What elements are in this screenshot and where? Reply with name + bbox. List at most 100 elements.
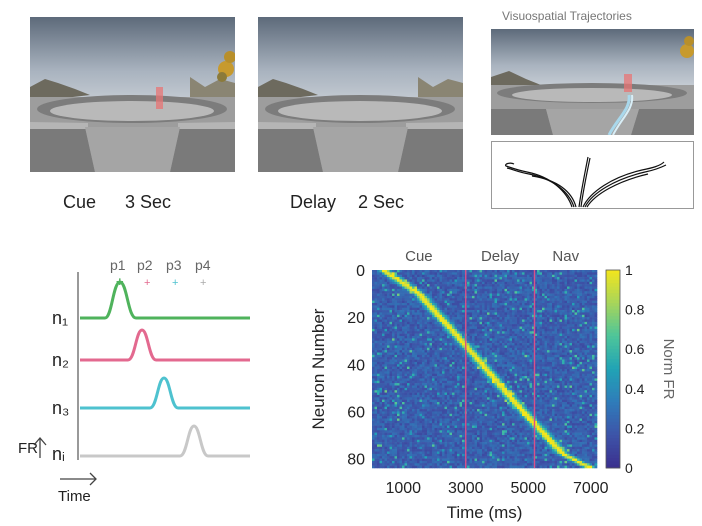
heatmap-cell <box>494 333 498 337</box>
heatmap-cell <box>589 371 593 375</box>
heatmap-cell <box>419 387 423 391</box>
heatmap-cell <box>544 376 548 379</box>
heatmap-cell <box>379 310 383 313</box>
heatmap-cell <box>537 286 540 290</box>
heatmap-cell <box>569 366 573 370</box>
heatmap-cell <box>589 392 593 396</box>
heatmap-cell <box>379 369 383 372</box>
heatmap-cell <box>417 298 420 301</box>
heatmap-cell <box>544 345 548 349</box>
heatmap-cell <box>559 357 563 360</box>
heatmap-cell <box>497 307 500 311</box>
heatmap-cell <box>412 378 415 382</box>
heatmap-cell <box>512 333 515 337</box>
heatmap-cell <box>499 338 503 342</box>
heatmap-cell <box>507 274 510 278</box>
heatmap-cell <box>512 364 515 367</box>
heatmap-cell <box>577 300 580 304</box>
heatmap-cell <box>517 350 520 353</box>
heatmap-cell <box>529 376 533 379</box>
heatmap-cell <box>387 314 390 318</box>
heatmap-cell <box>422 328 425 332</box>
heatmap-cell <box>557 361 560 365</box>
heatmap-cell <box>424 307 428 311</box>
heatmap-cell <box>427 336 430 339</box>
heatmap-cell <box>494 303 498 306</box>
heatmap-cell <box>497 397 500 400</box>
heatmap-cell <box>429 359 433 363</box>
heatmap-cell <box>542 300 545 304</box>
heatmap-cell <box>484 345 488 349</box>
heatmap-cell <box>534 354 538 358</box>
heatmap-cell <box>559 295 563 299</box>
heatmap-cell <box>484 340 488 344</box>
heatmap-cell <box>592 361 595 365</box>
heatmap-cell <box>569 333 573 337</box>
heatmap-cell <box>414 305 418 309</box>
heatmap-cell <box>567 352 570 356</box>
heatmap-cell <box>377 272 380 276</box>
heatmap-cell <box>557 310 560 313</box>
heatmap-cell <box>432 298 435 301</box>
heatmap-cell <box>424 383 428 386</box>
heatmap-cell <box>467 321 470 325</box>
heatmap-cell <box>374 310 378 313</box>
heatmap-cell <box>429 357 433 360</box>
heatmap-cell <box>474 350 478 353</box>
heatmap-cell <box>529 284 533 287</box>
heatmap-cell <box>509 319 513 323</box>
heatmap-cell <box>457 274 460 278</box>
heatmap-cell <box>499 272 503 276</box>
heatmap-cell <box>584 385 588 389</box>
heatmap-cell <box>439 326 443 330</box>
heatmap-cell <box>427 331 430 334</box>
heatmap-cell <box>439 312 443 316</box>
heatmap-cell <box>377 385 380 389</box>
heatmap-cell <box>557 345 560 349</box>
heatmap-cell <box>394 284 398 287</box>
heatmap-cell <box>437 300 440 304</box>
heatmap-cell <box>404 352 408 356</box>
heatmap-cell <box>552 385 555 389</box>
heatmap-cell <box>384 324 388 327</box>
heatmap-cell <box>487 352 490 356</box>
heatmap-cell <box>487 387 490 391</box>
heatmap-cell <box>549 343 553 346</box>
heatmap-cell <box>524 305 528 309</box>
heatmap-cell <box>569 350 573 353</box>
heatmap-cell <box>459 397 463 400</box>
heatmap-cell <box>504 288 508 292</box>
heatmap-cell <box>537 354 540 358</box>
heatmap-cell <box>574 392 578 396</box>
heatmap-cell <box>429 317 433 320</box>
heatmap-cell <box>489 371 493 375</box>
heatmap-cell <box>579 385 583 389</box>
heatmap-cell <box>454 333 458 337</box>
heatmap-cell <box>487 376 490 379</box>
heatmap-cell <box>469 338 473 342</box>
heatmap-cell <box>589 338 593 342</box>
heatmap-cell <box>577 303 580 306</box>
heatmap-cell <box>517 352 520 356</box>
heatmap-cell <box>504 321 508 325</box>
heatmap-cell <box>379 350 383 353</box>
heatmap-cell <box>539 286 543 290</box>
heatmap-cell <box>529 394 533 398</box>
heatmap-cell <box>414 390 418 393</box>
heatmap-cell <box>442 272 445 276</box>
heatmap-cell <box>447 385 450 389</box>
heatmap-cell <box>479 310 483 313</box>
heatmap-cell <box>514 314 518 318</box>
heatmap-cell <box>454 378 458 382</box>
heatmap-cell <box>564 352 568 356</box>
heatmap-cell <box>449 317 453 320</box>
heatmap-cell <box>499 373 503 377</box>
heatmap-cell <box>559 347 563 351</box>
heatmap-cell <box>469 288 473 292</box>
heatmap-cell <box>552 277 555 280</box>
heatmap-cell <box>439 369 443 372</box>
heatmap-cell <box>589 300 593 304</box>
heatmap-cell <box>552 270 555 273</box>
heatmap-cell <box>497 387 500 391</box>
heatmap-cell <box>417 300 420 304</box>
